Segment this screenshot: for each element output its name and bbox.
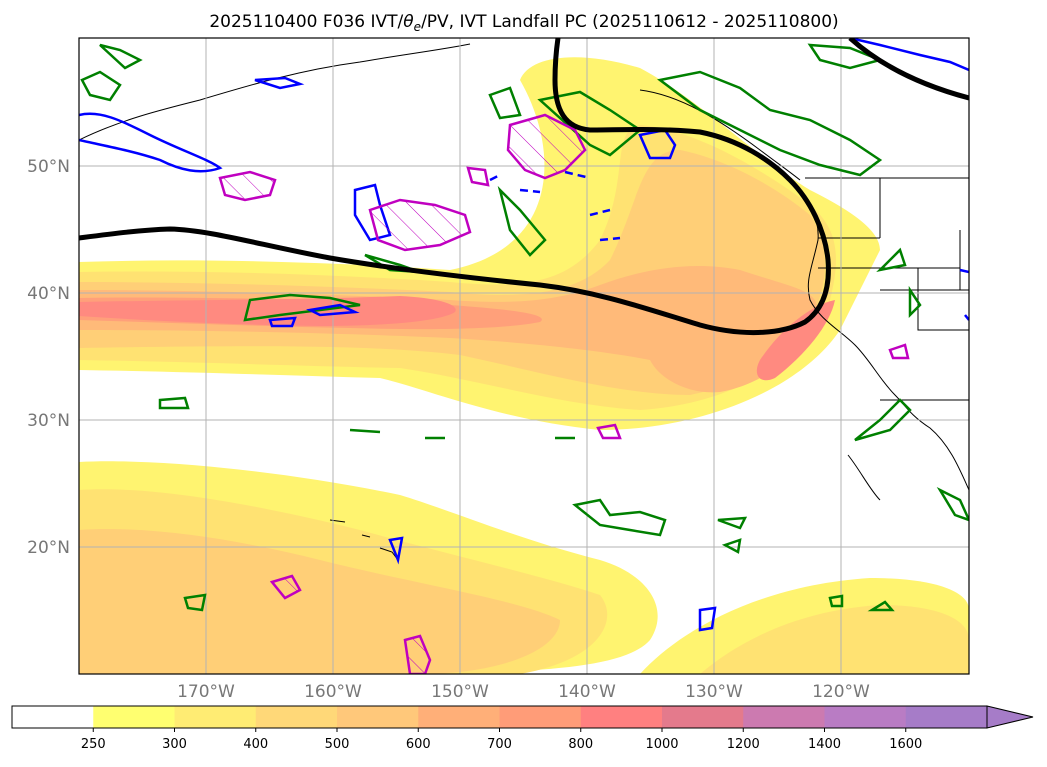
green-contour <box>854 398 912 442</box>
green-contour <box>936 486 969 522</box>
green-contour <box>717 516 895 612</box>
longitude-labels: 170°W 160°W 150°W 140°W 130°W 120°W <box>177 682 870 702</box>
landfall-pc-contours <box>79 38 969 336</box>
latitude-labels: 50°N 40°N 30°N 20°N <box>27 157 70 558</box>
colorbar-level-label: 1000 <box>645 737 678 752</box>
colorbar-cell <box>255 706 338 728</box>
ivt-core-coast <box>756 300 835 381</box>
colorbar-level-label: 1200 <box>727 737 760 752</box>
pv-contour-hatched <box>218 170 277 202</box>
pv-contours <box>218 113 910 674</box>
alaska-coast <box>639 89 801 181</box>
green-contour <box>572 498 667 537</box>
colorbar-labels: 250 300 400 500 600 700 800 1000 1200 1400 1600 <box>81 728 922 752</box>
map-panel <box>79 38 969 674</box>
green-contour <box>183 593 207 612</box>
green-contour <box>876 247 922 319</box>
pv-contour-hatched <box>269 574 432 674</box>
map-frame <box>78 37 970 675</box>
colorbar-level-label: 400 <box>243 737 268 752</box>
colorbar-cell <box>12 706 94 728</box>
lon-label: 130°W <box>685 682 743 702</box>
colorbar-cell <box>743 706 825 728</box>
pv-contour-hatched <box>368 198 472 252</box>
ivt-shading <box>79 57 969 674</box>
lon-label: 120°W <box>812 682 870 702</box>
blue-contour <box>849 38 969 72</box>
colorbar-cell <box>499 706 582 728</box>
lat-label: 20°N <box>27 538 70 558</box>
colorbar-level-label: 1400 <box>808 737 841 752</box>
colorbar-level-label: 1600 <box>889 737 922 752</box>
pv-contour-hatched <box>506 113 587 180</box>
colorbar-cell <box>418 706 500 728</box>
colorbar-extend-arrow <box>986 705 1034 729</box>
pv-contour <box>466 166 490 187</box>
blue-contour <box>79 112 223 173</box>
lat-label: 30°N <box>27 411 70 431</box>
mexico-border <box>847 399 969 501</box>
colorbar-level-label: 500 <box>325 737 350 752</box>
colorbar-cell <box>174 706 257 728</box>
ivt-band-south-400 <box>79 529 560 674</box>
lon-label: 140°W <box>558 682 616 702</box>
colorbar: 250 300 400 500 600 700 800 1000 1200 1400 1600 <box>11 705 1034 752</box>
green-contour <box>80 70 122 102</box>
ivt-core-west <box>79 296 456 326</box>
colorbar-cell <box>93 706 175 728</box>
pv-contour <box>596 343 910 440</box>
colorbar-cell <box>337 706 419 728</box>
colorbar-level-label: 700 <box>487 737 512 752</box>
lon-label: 150°W <box>431 682 489 702</box>
colorbar-cell <box>662 706 744 728</box>
colorbar-level-label: 300 <box>162 737 187 752</box>
colorbar-cells <box>12 706 988 728</box>
colorbar-cell <box>580 706 663 728</box>
lat-label: 40°N <box>27 284 70 304</box>
pc-contour-main <box>79 38 831 336</box>
lon-label: 170°W <box>177 682 235 702</box>
green-contour <box>497 185 547 257</box>
green-contour <box>488 86 522 120</box>
blue-contour <box>388 536 717 632</box>
blue-contour <box>254 76 305 328</box>
lat-label: 50°N <box>27 157 70 177</box>
ivt-band-se-300 <box>700 605 969 674</box>
green-contour <box>243 293 361 322</box>
colorbar-level-label: 800 <box>568 737 593 752</box>
pc-contour-ne <box>848 38 969 101</box>
blue-contours <box>79 38 969 632</box>
west-coast-line <box>789 177 969 491</box>
green-contour <box>99 43 143 70</box>
colorbar-cell <box>824 706 907 728</box>
green-contour <box>807 43 884 70</box>
colorbar-level-label: 250 <box>81 737 106 752</box>
green-contour <box>158 396 575 440</box>
green-contour <box>657 70 883 177</box>
lon-label: 160°W <box>304 682 362 702</box>
plot-title: 2025110400 F036 IVT/θe/PV, IVT Landfall … <box>209 12 838 34</box>
colorbar-cell <box>905 706 988 728</box>
blue-dashed-contour <box>489 170 621 242</box>
blue-contour <box>306 303 360 317</box>
blue-contour <box>959 268 969 321</box>
colorbar-level-label: 600 <box>406 737 431 752</box>
